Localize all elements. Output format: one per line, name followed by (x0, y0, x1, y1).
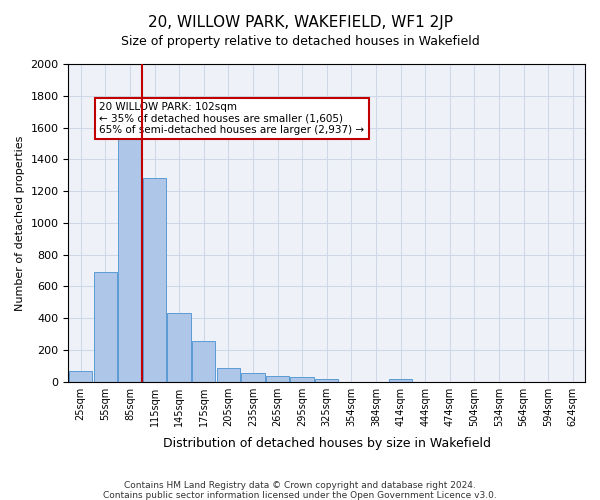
Bar (69, 372, 92, 382)
Bar (290, 377, 314, 382)
Bar (389, 379, 412, 382)
Y-axis label: Number of detached properties: Number of detached properties (15, 135, 25, 310)
Text: Contains HM Land Registry data © Crown copyright and database right 2024.: Contains HM Land Registry data © Crown c… (124, 481, 476, 490)
Bar (266, 376, 289, 382)
Bar (241, 373, 265, 382)
Bar (217, 368, 240, 382)
Bar (94, 272, 117, 382)
X-axis label: Distribution of detached houses by size in Wakefield: Distribution of detached houses by size … (163, 437, 491, 450)
Bar (315, 379, 338, 382)
Bar (143, 178, 166, 382)
Bar (192, 341, 215, 382)
Bar (167, 312, 191, 382)
Bar (118, 121, 142, 382)
Text: 20 WILLOW PARK: 102sqm
← 35% of detached houses are smaller (1,605)
65% of semi-: 20 WILLOW PARK: 102sqm ← 35% of detached… (100, 102, 365, 136)
Text: Size of property relative to detached houses in Wakefield: Size of property relative to detached ho… (121, 35, 479, 48)
Text: Contains public sector information licensed under the Open Government Licence v3: Contains public sector information licen… (103, 491, 497, 500)
Text: 20, WILLOW PARK, WAKEFIELD, WF1 2JP: 20, WILLOW PARK, WAKEFIELD, WF1 2JP (148, 15, 452, 30)
